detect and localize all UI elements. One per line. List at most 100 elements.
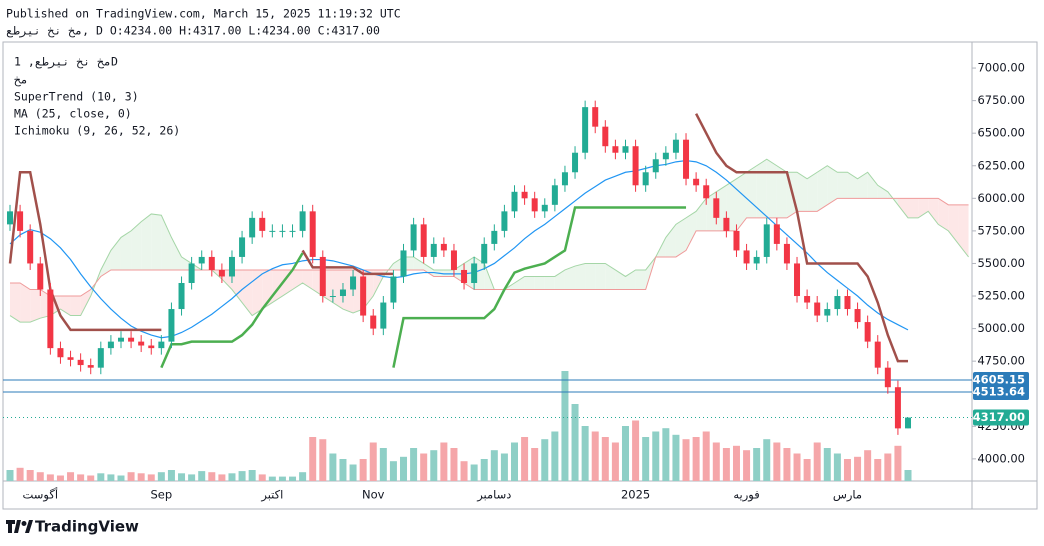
y-tick-label: 4750.00 [977,354,1025,368]
volume-bar [46,474,54,481]
cloud-fill [817,165,828,212]
logo-mark [6,520,21,533]
volume-bar [67,472,75,481]
cloud-fill [958,204,969,257]
candle-body [592,107,599,127]
y-tick-label: 5750.00 [977,223,1025,237]
candle-body [763,224,770,257]
x-tick-label: مارس [833,488,862,503]
candle-body [703,185,710,199]
candle-body [501,211,508,231]
volume-bar [743,450,751,481]
cloud-fill [797,172,808,212]
cloud-fill [665,224,676,257]
volume-bar [77,474,85,481]
candle-body [773,224,780,244]
volume-bar [137,473,145,481]
candle-body [572,152,579,173]
candle-body [642,172,649,186]
volume-bar [56,475,64,481]
candle-body [27,230,34,264]
y-tick-label: 6000.00 [977,191,1025,205]
x-tick-label: Nov [362,488,385,502]
volume-bar [389,461,397,481]
volume-bar [450,448,458,481]
candle-body [188,263,195,283]
cloud-fill [635,269,646,290]
volume-bar [712,442,720,481]
cloud-fill [10,282,21,323]
candle-body [471,263,478,283]
volume-bar [289,476,297,481]
candle-body [228,256,235,277]
cloud-fill [897,198,909,218]
volume-bar [26,470,34,481]
cloud-fill [514,276,525,290]
volume-bar [763,439,771,481]
volume-bar [692,437,700,481]
candle-body [531,198,538,212]
volume-bar [167,470,175,481]
volume-bar [369,442,377,481]
volume-bar [531,448,539,481]
candle-body [360,276,367,316]
cloud-fill [544,276,555,290]
candle-body [491,230,498,244]
volume-bar [783,448,791,481]
volume-bar [238,471,246,481]
cloud-fill [252,269,263,316]
supertrend-down [8,113,909,363]
volume-bar [6,470,14,481]
candle-body [47,289,54,349]
candle-body [148,345,155,349]
cloud-fill [231,269,243,303]
volume-bar [581,426,589,481]
candle-body [672,139,679,153]
price-badge [973,383,1029,400]
volume-bar [157,472,165,481]
cloud-fill [161,215,172,270]
candle-body [339,289,346,297]
cloud-fill [595,263,606,290]
candle-body [309,211,316,257]
candle-body [168,309,175,342]
candle-body [733,230,740,251]
cloud-fill [807,172,818,212]
candle-body [662,152,669,160]
cloud-fill [867,172,878,199]
price-badge-label: 4317.00 [973,410,1025,424]
volume-bar [541,439,549,481]
volume-bar [894,445,902,481]
candle-body [894,387,901,429]
candle-body [158,341,165,349]
volume-bar [228,473,236,481]
cloud-fill [615,269,626,290]
candle-body [612,146,619,153]
volume-bar [87,475,95,481]
logo-mark [25,520,33,533]
candle-body [884,367,891,388]
cloud-fill [696,198,707,231]
volume-bar [430,450,438,481]
volume-bar [460,461,468,481]
cloud-fill [746,165,757,218]
candle-body [350,276,357,290]
volume-bar [16,467,24,481]
candle-body [259,217,266,231]
cloud-fill [686,211,697,251]
logo-dot [21,521,27,526]
volume-bar [379,448,387,481]
cloud-fill [80,289,91,316]
candle-body [77,359,84,366]
cloud-fill [605,263,616,290]
volume-bar [611,442,619,481]
volume-bar [299,472,307,481]
volume-bar [642,437,650,481]
volume-bar [258,474,266,481]
cloud-fill [242,269,253,316]
y-tick-label: 6250.00 [977,158,1025,172]
y-tick-label: 5000.00 [977,321,1025,335]
cloud-fill [837,172,848,199]
cloud-fill [282,269,293,297]
volume-bar [319,439,327,481]
